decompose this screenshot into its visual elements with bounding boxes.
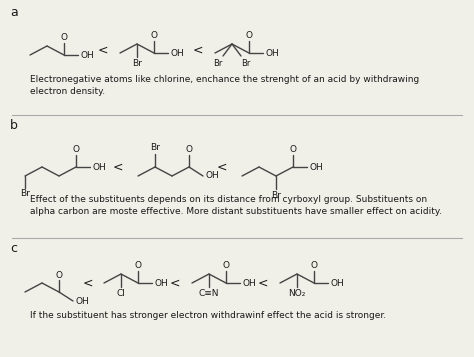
Text: OH: OH (154, 278, 168, 287)
Text: O: O (222, 261, 229, 271)
Text: OH: OH (309, 162, 323, 171)
Text: <: < (217, 161, 227, 174)
Text: <: < (83, 277, 93, 290)
Text: O: O (135, 261, 142, 271)
Text: Br: Br (150, 144, 160, 152)
Text: Br: Br (20, 190, 30, 198)
Text: <: < (258, 277, 268, 290)
Text: <: < (98, 44, 108, 56)
Text: OH: OH (170, 49, 184, 57)
Text: Br: Br (213, 59, 223, 67)
Text: O: O (73, 146, 80, 155)
Text: <: < (113, 161, 123, 174)
Text: O: O (290, 146, 297, 155)
Text: Effect of the substituents depends on its distance from cyrboxyl group. Substitu: Effect of the substituents depends on it… (30, 195, 442, 216)
Text: a: a (10, 6, 18, 19)
Text: Br: Br (241, 59, 251, 67)
Text: Cl: Cl (117, 288, 126, 297)
Text: O: O (151, 31, 157, 40)
Text: C≡N: C≡N (199, 288, 219, 297)
Text: OH: OH (265, 49, 279, 57)
Text: c: c (10, 242, 17, 255)
Text: OH: OH (80, 50, 94, 60)
Text: O: O (310, 261, 318, 271)
Text: OH: OH (205, 171, 219, 181)
Text: O: O (61, 34, 67, 42)
Text: If the substituent has stronger electron withdrawinf effect the acid is stronger: If the substituent has stronger electron… (30, 311, 386, 320)
Text: <: < (170, 277, 180, 290)
Text: <: < (193, 44, 203, 56)
Text: Electronegative atoms like chlorine, enchance the strenght of an acid by withdra: Electronegative atoms like chlorine, enc… (30, 75, 419, 96)
Text: OH: OH (330, 278, 344, 287)
Text: OH: OH (92, 162, 106, 171)
Text: b: b (10, 119, 18, 132)
Text: O: O (246, 31, 253, 40)
Text: Br: Br (271, 191, 281, 200)
Text: OH: OH (242, 278, 256, 287)
Text: Br: Br (132, 59, 142, 67)
Text: O: O (185, 146, 192, 155)
Text: OH: OH (75, 297, 89, 306)
Text: O: O (55, 271, 63, 280)
Text: NO₂: NO₂ (288, 288, 306, 297)
